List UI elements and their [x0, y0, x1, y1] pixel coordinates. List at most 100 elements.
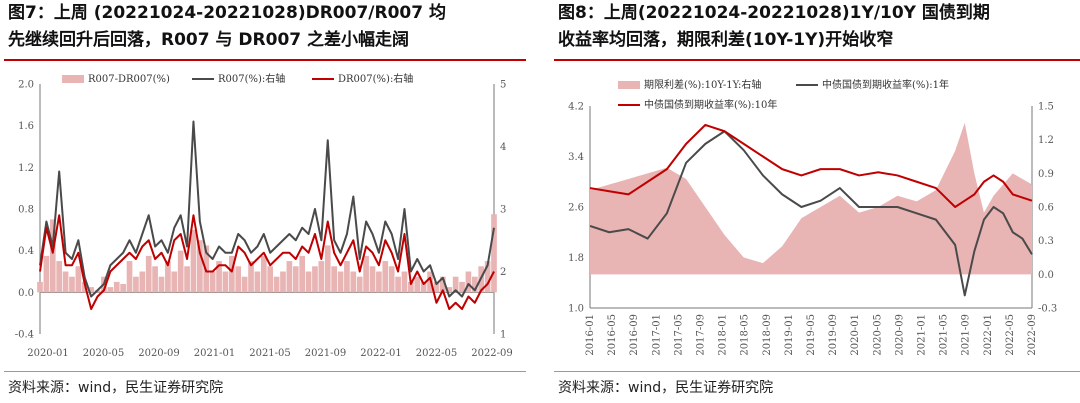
- spread-bar: [158, 276, 165, 293]
- spread-bar: [190, 229, 197, 293]
- spread-bar: [465, 271, 472, 293]
- spread-bar: [88, 287, 94, 293]
- x-tick-label: 2016-05: [607, 314, 618, 356]
- spread-bar: [484, 261, 491, 293]
- spread-bar: [401, 271, 408, 293]
- spread-bar: [75, 266, 82, 293]
- spread-bar: [337, 271, 344, 293]
- spread-area: [590, 122, 1032, 275]
- legend-label: 中债国债到期收益率(%):10年: [644, 98, 777, 111]
- spread-bar: [350, 271, 357, 293]
- spread-bar: [491, 214, 497, 293]
- spread-bar: [312, 266, 318, 293]
- spread-bar: [222, 271, 229, 293]
- spread-bar: [56, 261, 63, 293]
- spread-bar: [120, 284, 126, 293]
- left-tick-label: 1.6: [18, 121, 34, 132]
- chart-title-left-line1: 图7：上周 (20221024-20221028)DR007/R007 均: [8, 3, 446, 23]
- x-tick-label: 2017-05: [673, 314, 684, 356]
- right-tick-label: 3: [500, 205, 506, 216]
- spread-bar: [133, 276, 139, 293]
- chart-treasury-yields: 4.2 3.4 2.6 1.8 1.0 1.5 1.2 0.9 0.6 0.3 0.0 -0.3 201…: [568, 78, 1057, 356]
- right-tick-label: 2: [500, 267, 506, 278]
- left-tick-label: 0.8: [18, 205, 34, 216]
- right-tick-label: 0.3: [1038, 236, 1054, 247]
- x-tick-label: 2021-01: [917, 314, 928, 356]
- spread-bar: [305, 271, 312, 293]
- spread-bar: [414, 276, 421, 293]
- spread-bar: [363, 255, 369, 293]
- left-tick-label: 0.0: [18, 288, 34, 299]
- right-tick-label: 0.6: [1038, 203, 1054, 214]
- spread-bar: [395, 276, 401, 293]
- series-line-1: [589, 130, 1033, 297]
- spread-bar: [280, 271, 286, 293]
- series-line-2: [589, 123, 1033, 208]
- legend-label: R007-DR007(%): [88, 74, 170, 85]
- left-tick-label: 1.8: [568, 253, 584, 264]
- left-tick-label: 2.0: [18, 80, 34, 91]
- spread-bar: [427, 271, 433, 293]
- spread-bar: [433, 281, 440, 293]
- spread-bar: [446, 287, 453, 293]
- x-tick-label: 2020-05: [872, 314, 883, 356]
- x-tick-label: 2022-05: [416, 348, 458, 359]
- title-divider-left: [4, 59, 526, 61]
- x-tick-label: 2020-09: [894, 314, 905, 356]
- source-divider-left: [4, 371, 526, 372]
- x-tick-label: 2022-09: [1027, 314, 1038, 356]
- x-tick-label: 2019-09: [828, 314, 839, 356]
- spread-bar: [241, 276, 248, 293]
- x-tick-label: 2021-05: [939, 314, 950, 356]
- spread-bar: [62, 271, 69, 293]
- right-tick-label: 4: [500, 142, 506, 153]
- spread-bar: [165, 261, 171, 293]
- spread-bar: [369, 266, 376, 293]
- spread-bar: [420, 281, 427, 293]
- spread-bar: [49, 219, 56, 293]
- left-tick-label: 3.4: [568, 152, 584, 163]
- right-tick-label: -0.3: [1038, 304, 1057, 315]
- x-tick-label: 2016-09: [629, 314, 640, 356]
- left-tick-label: 1.2: [18, 163, 34, 174]
- spread-bar: [248, 261, 254, 293]
- x-tick-label: 2021-09: [961, 314, 972, 356]
- legend-label: 中债国债到期收益率(%):1年: [822, 78, 949, 91]
- spread-bar: [69, 276, 75, 293]
- spread-bar: [471, 276, 478, 293]
- chart-title-left: 图7：上周 (20221024-20221028)DR007/R007 均 先继…: [8, 0, 446, 54]
- spread-bar: [216, 261, 222, 293]
- spread-bar: [318, 261, 325, 293]
- spread-bar: [299, 255, 306, 293]
- x-tick-label: 2019-01: [784, 314, 795, 356]
- spread-bar: [260, 255, 267, 293]
- left-tick-label: 2.6: [568, 203, 584, 214]
- spread-bar: [286, 261, 293, 293]
- chart-title-right-line2: 收益率均回落，期限利差(10Y-1Y)开始收窄: [558, 30, 894, 50]
- spread-bar: [113, 281, 120, 293]
- spread-bar: [235, 266, 242, 293]
- spread-bar: [382, 261, 389, 293]
- spread-bar: [344, 261, 350, 293]
- spread-bar: [171, 271, 178, 293]
- right-tick-label: 1.2: [1038, 135, 1054, 146]
- source-divider-right: [554, 371, 1080, 372]
- x-tick-label: 2020-05: [83, 348, 125, 359]
- source-note-right: 资料来源：wind，民生证券研究院: [558, 380, 774, 396]
- legend-label: DR007(%):右轴: [338, 72, 413, 85]
- spread-bar: [126, 261, 133, 293]
- spread-bar: [152, 266, 158, 293]
- spread-bar: [177, 250, 184, 293]
- chart-dr007-r007: 2.0 1.6 1.2 0.8 0.4 0.0 -0.4 5 4 3 2 1 2020-01 2020-0…: [15, 72, 513, 359]
- x-tick-label: 2019-05: [806, 314, 817, 356]
- left-tick-label: -0.4: [15, 330, 34, 341]
- right-tick-label: 1: [500, 330, 506, 341]
- x-tick-label: 2018-09: [762, 314, 773, 356]
- spread-bar: [356, 276, 363, 293]
- spread-bar: [273, 276, 280, 293]
- x-tick-label: 2017-01: [651, 314, 662, 356]
- chart-panel-left: 图7：上周 (20221024-20221028)DR007/R007 均 先继…: [0, 0, 526, 403]
- x-tick-label: 2021-05: [249, 348, 291, 359]
- chart-title-left-line2: 先继续回升后回落，R007 与 DR007 之差小幅走阔: [8, 30, 410, 50]
- spread-bar: [43, 255, 50, 293]
